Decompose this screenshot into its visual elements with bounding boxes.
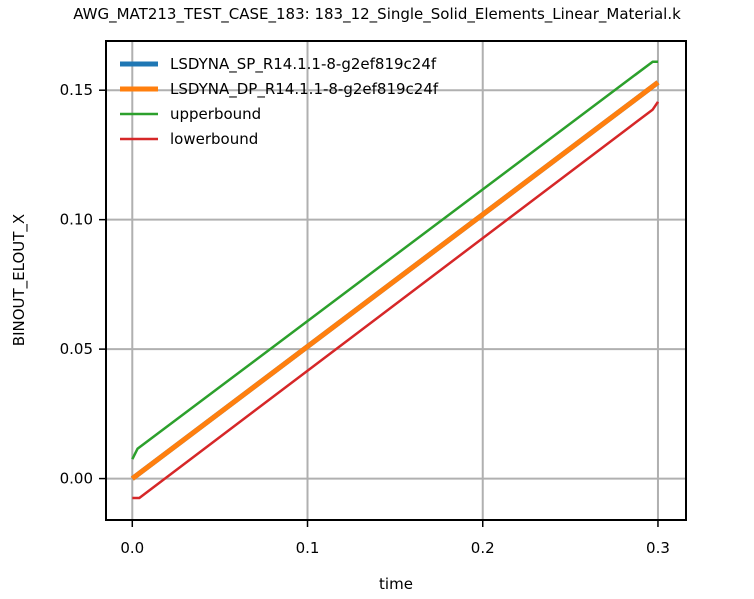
y-tick-label: 0.10 bbox=[60, 211, 93, 229]
y-tick-label: 0.05 bbox=[60, 340, 93, 358]
x-tick-label: 0.3 bbox=[646, 539, 670, 557]
legend: LSDYNA_SP_R14.1.1-8-g2ef819c24f LSDYNA_DP… bbox=[120, 55, 439, 148]
legend-label: upperbound bbox=[170, 105, 261, 123]
series-lines bbox=[130, 60, 660, 500]
series-line bbox=[131, 60, 658, 460]
plot-frame bbox=[105, 40, 687, 521]
y-tick-label: 0.00 bbox=[60, 470, 93, 488]
series-line bbox=[130, 80, 660, 481]
y-tick-label: 0.15 bbox=[60, 81, 93, 99]
chart-title: AWG_MAT213_TEST_CASE_183: 183_12_Single_… bbox=[73, 5, 681, 24]
axis-ticks: 0.0 0.1 0.2 0.3 0.00 0.05 0.10 0.15 bbox=[60, 81, 670, 557]
x-axis-label: time bbox=[379, 575, 413, 593]
y-axis-label: BINOUT_ELOUT_X bbox=[10, 214, 29, 346]
series-line bbox=[132, 101, 660, 500]
grid bbox=[106, 41, 686, 520]
legend-label: lowerbound bbox=[170, 130, 258, 148]
x-tick-label: 0.2 bbox=[471, 539, 495, 557]
x-tick-label: 0.1 bbox=[296, 539, 320, 557]
x-tick-label: 0.0 bbox=[120, 539, 144, 557]
legend-label: LSDYNA_SP_R14.1.1-8-g2ef819c24f bbox=[170, 55, 437, 74]
legend-label: LSDYNA_DP_R14.1.1-8-g2ef819c24f bbox=[170, 80, 439, 99]
